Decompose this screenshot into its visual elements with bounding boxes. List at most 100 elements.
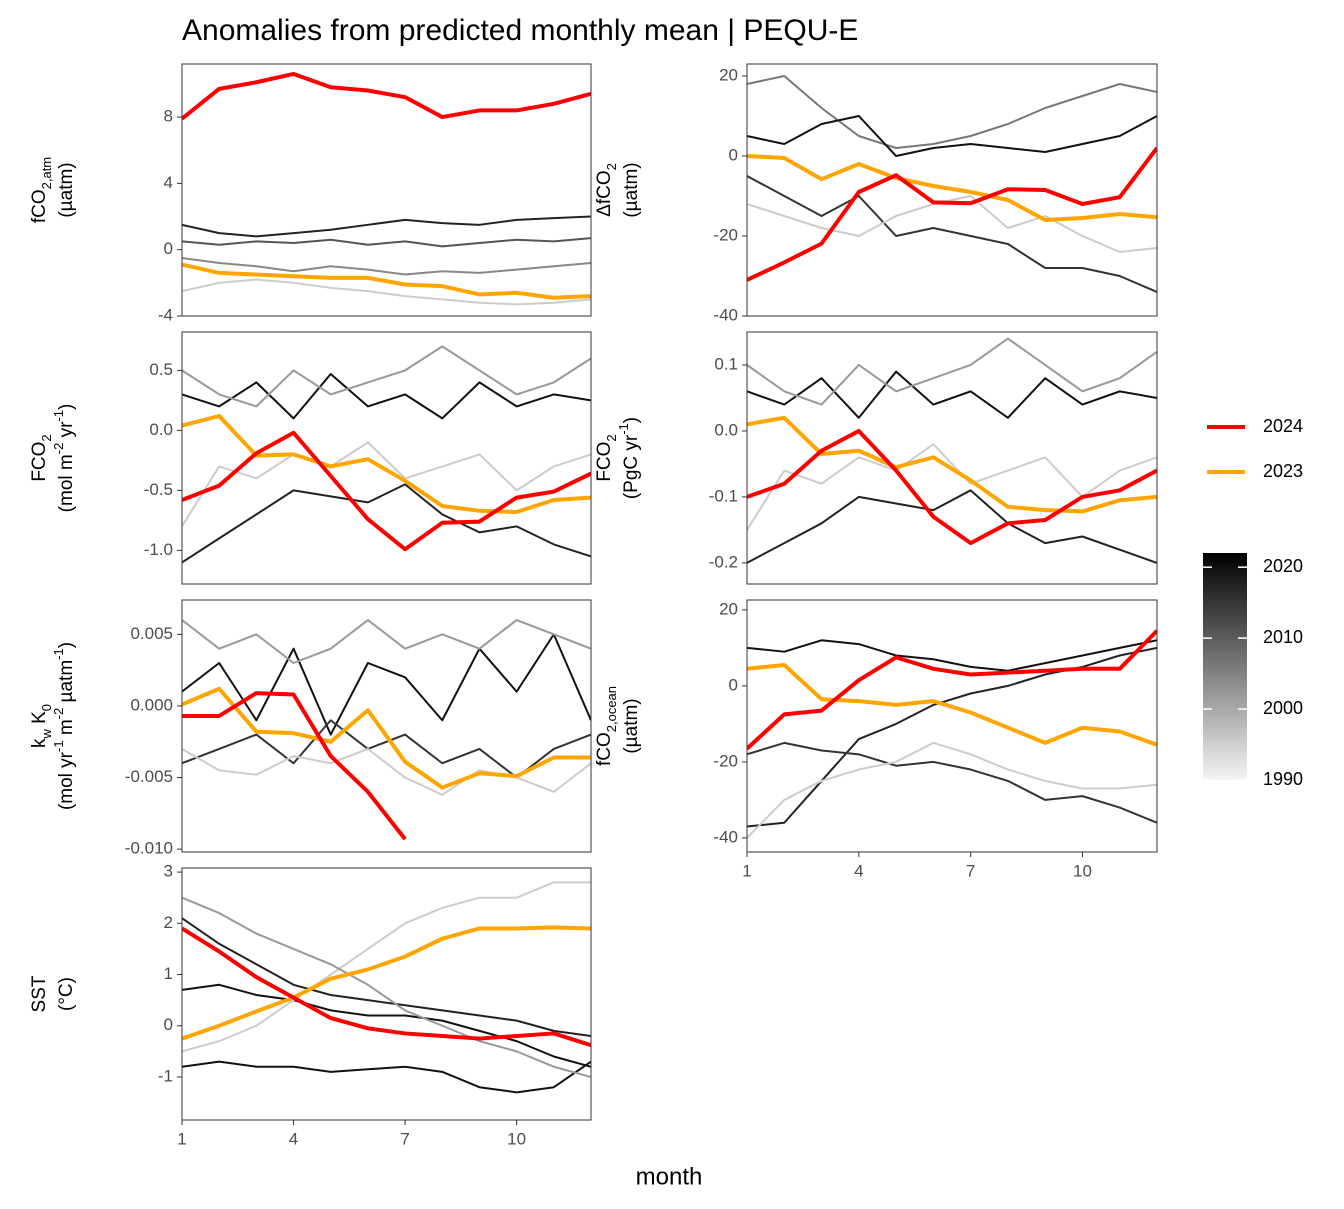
y-tick-label: -20 xyxy=(713,751,738,770)
series-line xyxy=(747,146,1157,282)
panel-background xyxy=(182,868,591,1120)
lines xyxy=(747,629,1157,839)
y-tick-label: 0.1 xyxy=(714,354,738,373)
panel-border xyxy=(181,599,592,853)
series-line xyxy=(747,629,1157,751)
series-line xyxy=(747,154,1157,222)
series-line xyxy=(747,75,1157,149)
y-tick-label: -40 xyxy=(713,305,738,324)
series-line xyxy=(182,430,591,552)
y-tick-label: 3 xyxy=(164,862,173,881)
lines xyxy=(747,75,1157,293)
series-line xyxy=(182,925,591,1041)
y-tick-label: -0.005 xyxy=(125,767,173,786)
panel-border xyxy=(181,331,592,585)
lines xyxy=(182,345,591,564)
y-tick-label: 0.5 xyxy=(149,360,173,379)
y-axis-title-part: (mol yr xyxy=(56,751,77,810)
y-axis-title-part: 2,atm xyxy=(39,157,54,190)
y-axis-title-part: (µatm) xyxy=(621,698,642,753)
x-tick-label: 1 xyxy=(177,1129,186,1148)
y-tick-label: 4 xyxy=(164,173,173,192)
series-line xyxy=(182,619,591,664)
series-line xyxy=(747,741,1157,824)
y-axis-title-part: (µatm) xyxy=(56,162,77,217)
x-tick-label: 10 xyxy=(507,1129,526,1148)
y-axis-title: kw K0 xyxy=(29,704,54,748)
series-line xyxy=(747,646,1157,828)
lines xyxy=(182,881,591,1094)
series-line xyxy=(182,633,591,736)
y-tick-label: -20 xyxy=(713,225,738,244)
y-axis-title-part: 2 xyxy=(604,163,619,170)
y-axis-title-part: -1 xyxy=(51,648,66,660)
colorbar-label: 2010 xyxy=(1263,627,1303,647)
series-line xyxy=(747,415,1157,514)
series-line xyxy=(182,414,591,514)
series-line xyxy=(182,1060,591,1094)
y-tick-label: 0 xyxy=(729,675,738,694)
y-axis-title-part: ) xyxy=(56,642,77,648)
y-axis-title-part: m xyxy=(56,719,77,740)
y-axis-title: FCO2 xyxy=(29,434,54,481)
y-tick-label: 0.000 xyxy=(130,695,173,714)
y-axis-title-part: (PgC yr xyxy=(621,434,642,499)
y-tick-label: -0.1 xyxy=(709,486,738,505)
x-tick-label: 7 xyxy=(400,1129,409,1148)
series-line xyxy=(182,262,591,300)
legend-label: 2023 xyxy=(1263,461,1303,481)
colorbar-label: 2000 xyxy=(1263,698,1303,718)
y-tick-label: -4 xyxy=(158,305,173,324)
y-tick-label: 1 xyxy=(164,964,173,983)
series-line xyxy=(182,917,591,1037)
x-tick-label: 1 xyxy=(742,861,751,880)
x-tick-label: 7 xyxy=(966,861,975,880)
y-axis-title-part: -1 xyxy=(51,740,66,752)
y-tick-label: -1 xyxy=(158,1066,173,1085)
series-line xyxy=(182,896,591,1078)
panel-border xyxy=(746,63,1158,317)
y-axis-title-part: -1 xyxy=(616,423,631,435)
y-axis-title-part: ) xyxy=(56,404,77,410)
panel: -0.2 -0.1 0.0 0.1 FCO2 (PgC yr-1) xyxy=(594,331,1158,585)
series-line xyxy=(182,686,591,790)
series-line xyxy=(182,345,591,408)
y-tick-label: -0.010 xyxy=(125,839,173,858)
series-line xyxy=(747,370,1157,419)
series-line xyxy=(182,441,591,527)
y-axis-title-part: ΔfCO xyxy=(594,170,615,216)
y-tick-label: 2 xyxy=(164,913,173,932)
panel: -40 -20 0 20 ΔfCO2 (µatm) xyxy=(594,63,1158,324)
y-axis-title-part: -2 xyxy=(51,443,66,455)
series-line xyxy=(182,373,591,420)
y-axis-title-part: -2 xyxy=(51,708,66,720)
series-line xyxy=(747,175,1157,293)
y-axis-title-part: 2 xyxy=(39,434,54,441)
y-axis-title-part: k xyxy=(29,738,50,748)
y-axis-title-part: fCO xyxy=(594,732,615,766)
series-line xyxy=(182,691,407,841)
y-axis-title: (mol yr-1 m-2 µatm-1) xyxy=(51,642,77,810)
panel-background xyxy=(747,600,1157,852)
y-axis-title: ΔfCO2 xyxy=(594,163,619,217)
x-tick-label: 4 xyxy=(289,1129,298,1148)
panel: -40 -20 0 20 1 4 7 10 fCO2,ocean (µatm) xyxy=(594,599,1158,880)
series-line xyxy=(747,639,1157,672)
series-line xyxy=(182,747,591,796)
y-axis-title: fCO2,ocean xyxy=(594,686,619,766)
y-axis-title: (°C) xyxy=(56,977,77,1011)
y-axis-title-part: ) xyxy=(621,417,642,423)
y-axis-title: (µatm) xyxy=(621,162,642,217)
panel-border xyxy=(746,331,1158,585)
y-axis-title-part: -1 xyxy=(51,410,66,422)
colorbar-label: 2020 xyxy=(1263,556,1303,576)
y-tick-label: 20 xyxy=(719,599,738,618)
y-axis-title-part: FCO xyxy=(594,442,615,482)
panel: -1 0 1 2 3 1 4 7 10 SST (°C) xyxy=(29,862,592,1148)
y-axis-title-part: fCO xyxy=(29,189,50,223)
y-axis-title: fCO2,atm xyxy=(29,157,54,223)
y-axis-title-part: µatm xyxy=(56,660,77,708)
y-axis-title-part: 2,ocean xyxy=(604,686,619,732)
